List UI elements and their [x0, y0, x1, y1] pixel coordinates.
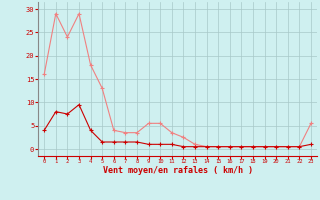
X-axis label: Vent moyen/en rafales ( km/h ): Vent moyen/en rafales ( km/h )	[103, 166, 252, 175]
